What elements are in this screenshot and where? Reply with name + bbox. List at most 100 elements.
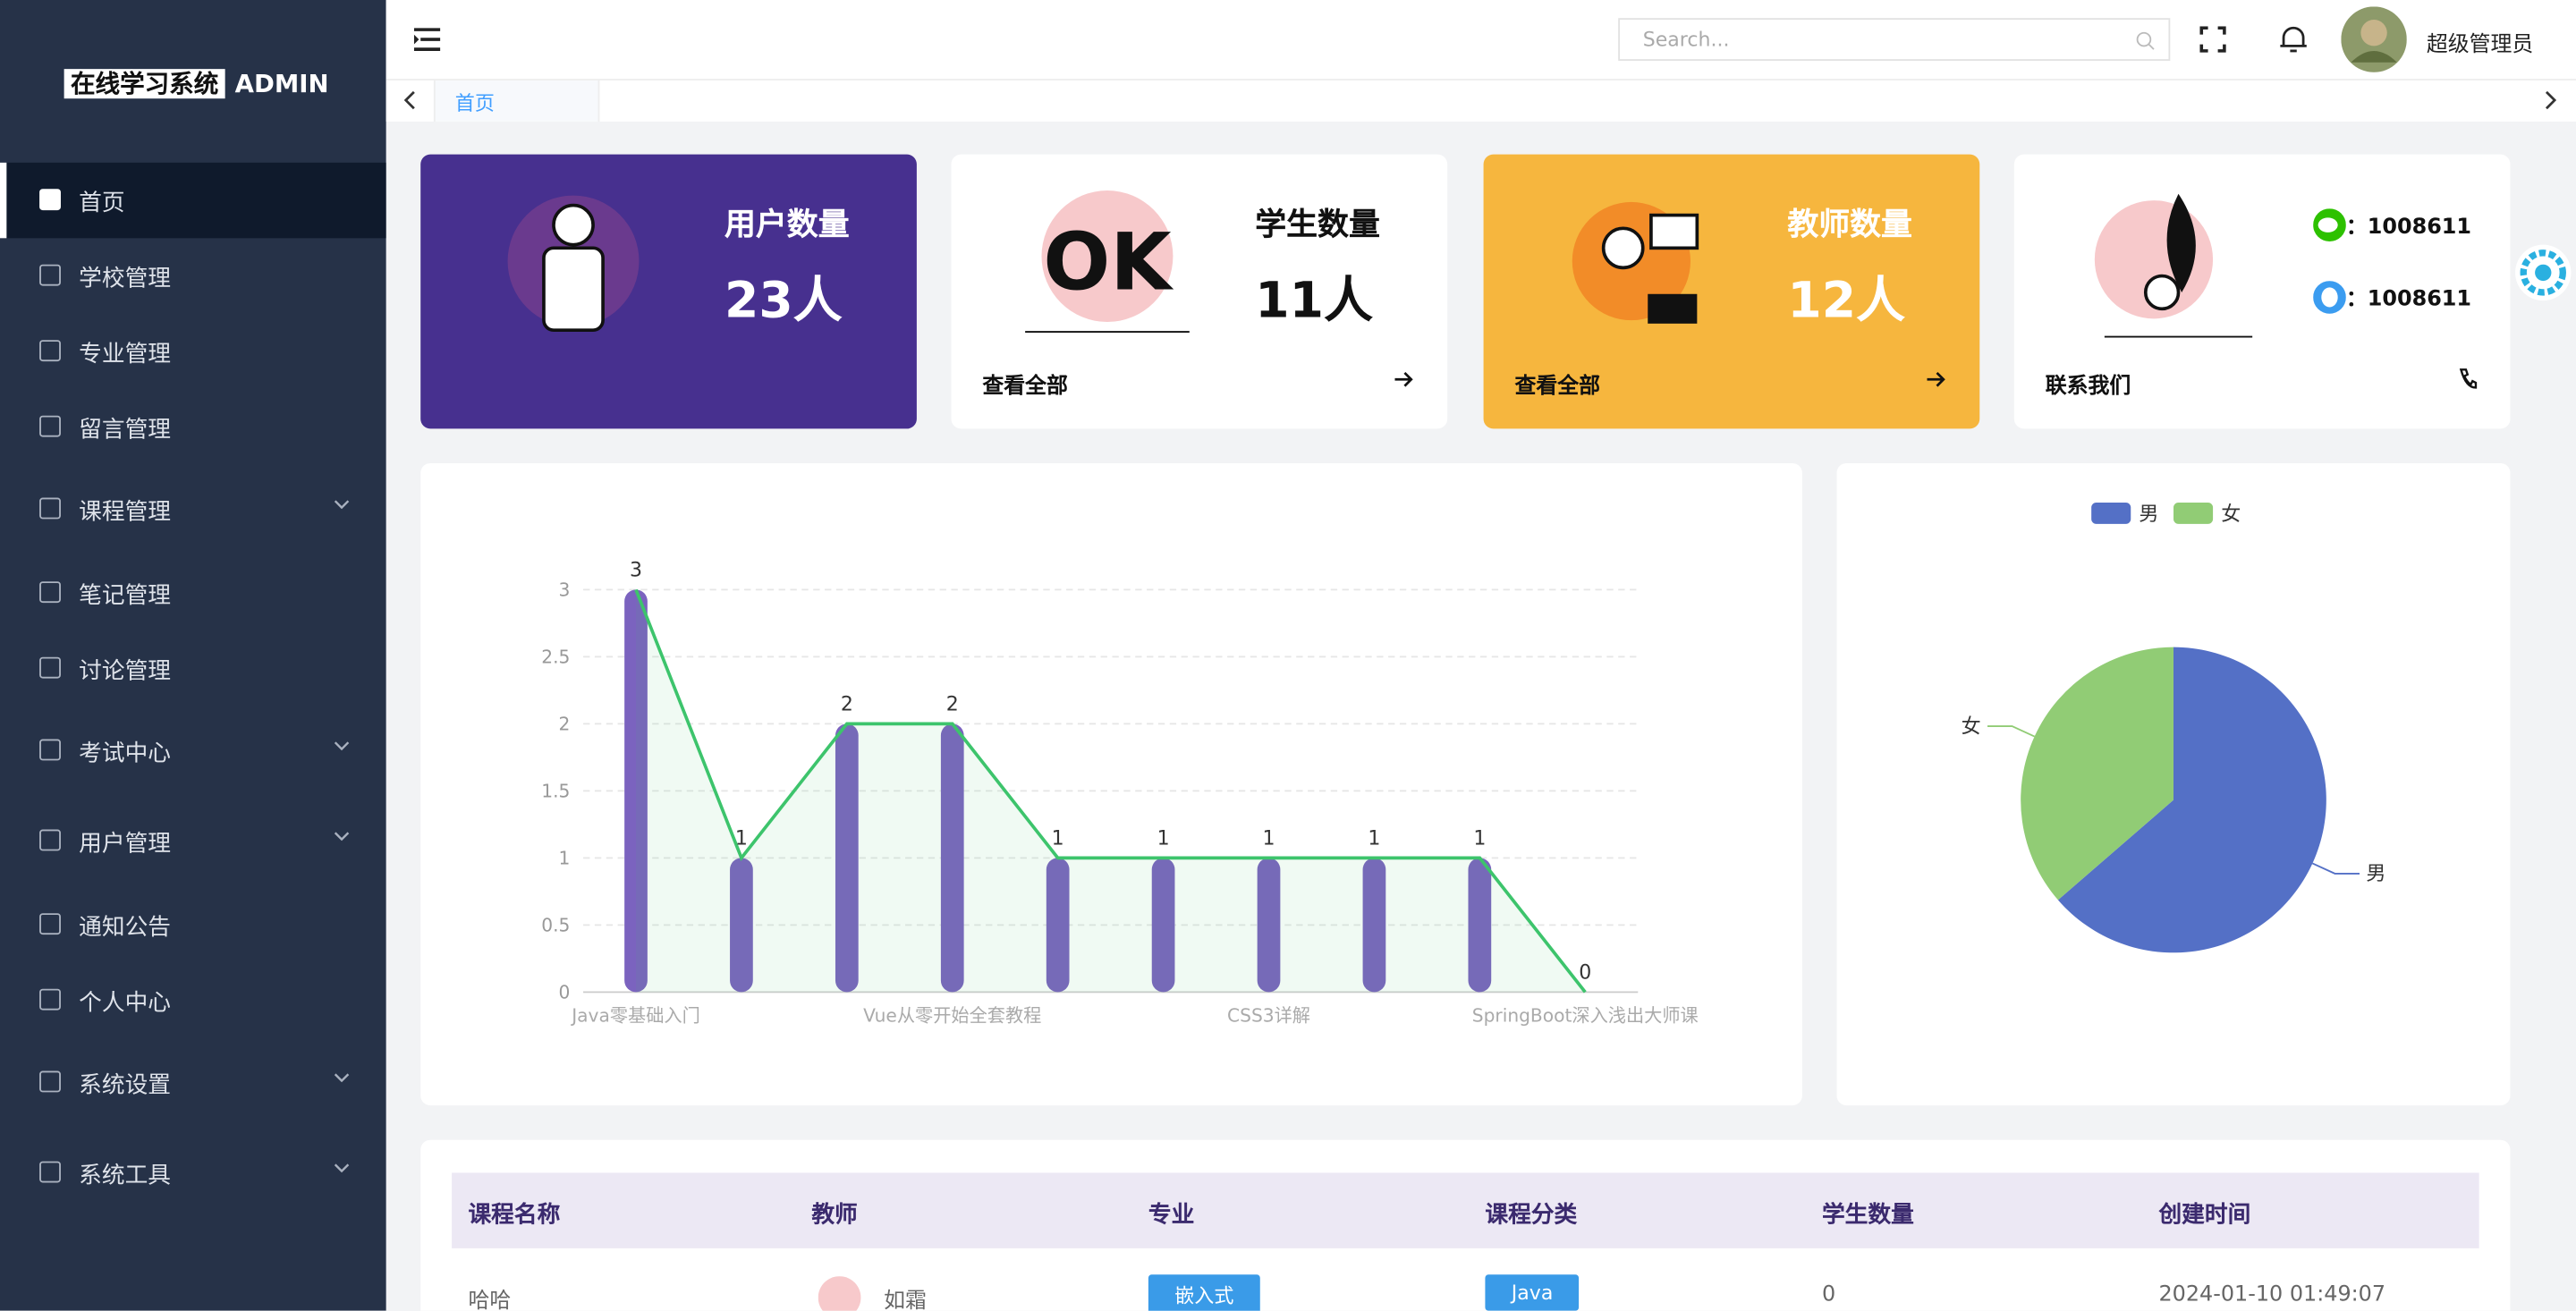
menu-label: 课程管理 — [79, 499, 172, 526]
menu-item[interactable]: 专业管理 — [0, 314, 386, 389]
card-students: OK 学生数量 11人 查看全部 — [951, 154, 1448, 429]
card-title: 学生数量 — [1255, 207, 1380, 243]
menu-icon — [39, 497, 61, 520]
arrow-icon[interactable] — [1927, 371, 1946, 387]
leader-line — [1987, 725, 2036, 738]
bell-icon[interactable] — [2279, 25, 2309, 55]
menu-item[interactable]: 课程管理 — [0, 471, 386, 546]
legend-swatch[interactable] — [2174, 503, 2214, 524]
bar — [1468, 858, 1492, 993]
chevron — [334, 741, 350, 751]
y-tick-label: 0 — [558, 982, 570, 1003]
menu-icon — [39, 913, 61, 935]
menu-item[interactable]: 用户管理 — [0, 803, 386, 878]
x-tick-label: Java零基础入门 — [570, 1004, 700, 1026]
menu-chevron — [334, 1163, 350, 1173]
menu-item[interactable]: 系统设置 — [0, 1045, 386, 1120]
menu-item[interactable]: 首页 — [0, 162, 386, 239]
card-contact: ：1008611 ：1008611 联系我们 — [2013, 154, 2511, 429]
svg-text:OK: OK — [1043, 216, 1174, 308]
slice-label: 男 — [2366, 863, 2385, 885]
pie-chart-panel: 男女男女 — [1836, 462, 2511, 1106]
fullscreen-icon[interactable] — [2199, 26, 2226, 53]
x-tick-label: CSS3详解 — [1227, 1004, 1310, 1026]
menu-label: 通知公告 — [79, 915, 172, 942]
menu-item[interactable]: 笔记管理 — [0, 555, 386, 630]
menu-icon — [39, 264, 61, 286]
wechat-icon — [2313, 208, 2346, 242]
pie-chart: 男女男女 — [1962, 503, 2385, 953]
bar-chart: 0 0.5 1 1.5 2 2.5 3 Java零基础入门 Vue从零开始全套教程 CSS3详解 S… — [541, 560, 1699, 1027]
menu-item[interactable]: 学校管理 — [0, 238, 386, 313]
menu-item[interactable]: 通知公告 — [0, 887, 386, 962]
avatar[interactable] — [2341, 6, 2407, 72]
data-label: 1 — [1262, 828, 1275, 850]
phone-icon[interactable] — [2458, 368, 2478, 389]
menu-item[interactable]: 个人中心 — [0, 962, 386, 1037]
chevron — [334, 500, 350, 510]
table-cell: 如霜 — [884, 1289, 927, 1311]
column-header: 创建时间 — [2158, 1202, 2251, 1229]
contact-link[interactable]: 联系我们 — [2045, 374, 2131, 400]
pie-slice — [2021, 647, 2174, 901]
menu-icon — [39, 1161, 61, 1183]
table-panel: 课程名称 教师 专业 课程分类 学生数量 创建时间 哈哈 如霜 嵌入式 Java 0 2024-01-… — [420, 1139, 2511, 1311]
table-cell: 2024-01-10 01:49:07 — [2158, 1282, 2386, 1308]
leader-line — [2311, 862, 2360, 875]
card-link[interactable]: 查看全部 — [982, 374, 1068, 400]
table-header — [452, 1172, 2479, 1248]
menu-item[interactable]: 留言管理 — [0, 389, 386, 464]
tab[interactable]: 首页 — [433, 80, 600, 122]
active-indicator — [0, 162, 7, 239]
avatar-bg — [818, 1276, 861, 1311]
card-link[interactable]: 查看全部 — [1514, 374, 1601, 400]
menu-item[interactable]: 讨论管理 — [0, 630, 386, 706]
chevron — [334, 832, 350, 842]
search-icon — [2136, 31, 2155, 50]
menu-label: 笔记管理 — [79, 583, 172, 610]
menu-label: 个人中心 — [79, 990, 172, 1017]
menu-label: 考试中心 — [79, 740, 172, 767]
card-value: 12人 — [1787, 272, 1906, 331]
column-header: 课程分类 — [1485, 1202, 1578, 1229]
menu-chevron — [334, 832, 350, 842]
line-area — [636, 589, 1586, 993]
menu-icon — [39, 415, 61, 437]
card-value: 11人 — [1255, 272, 1374, 331]
menu-icon — [39, 739, 61, 761]
data-label: 1 — [1368, 828, 1380, 850]
legend-label[interactable]: 女 — [2221, 503, 2241, 526]
chevron — [334, 1163, 350, 1173]
illustration: OK — [1025, 190, 1190, 333]
menu-icon — [39, 189, 61, 211]
user-name[interactable]: 超级管理员 — [2426, 32, 2534, 58]
table-cell[interactable]: 嵌入式 — [1148, 1274, 1260, 1311]
arrow-icon[interactable] — [1394, 371, 1414, 387]
x-tick-label: SpringBoot深入浅出大师课 — [1472, 1004, 1699, 1026]
contact-wechat: ：1008611 — [2345, 215, 2472, 241]
legend-swatch[interactable] — [2091, 503, 2131, 524]
qq-icon — [2313, 281, 2346, 314]
legend-label[interactable]: 男 — [2139, 503, 2158, 526]
bar — [940, 723, 964, 993]
menu-item[interactable]: 考试中心 — [0, 713, 386, 788]
settings-float[interactable] — [2513, 243, 2572, 302]
y-tick-label: 1.5 — [541, 781, 570, 802]
bar — [730, 858, 753, 993]
menu-item[interactable]: 系统工具 — [0, 1135, 386, 1210]
illustration — [1572, 201, 1699, 324]
tab-next[interactable] — [2545, 90, 2558, 110]
search-box[interactable]: Search... — [1618, 18, 2171, 61]
table-cell[interactable]: Java — [1485, 1274, 1580, 1311]
menu-icon — [39, 988, 61, 1011]
tab-prev[interactable] — [402, 90, 416, 110]
bar — [624, 589, 648, 993]
card-value: 23人 — [724, 272, 843, 331]
illustration — [507, 195, 640, 333]
menu-toggle[interactable] — [413, 28, 441, 51]
contact-qq: ：1008611 — [2345, 287, 2472, 312]
line — [634, 588, 1587, 994]
logo: 在线学习系统 ADMIN — [64, 65, 329, 100]
